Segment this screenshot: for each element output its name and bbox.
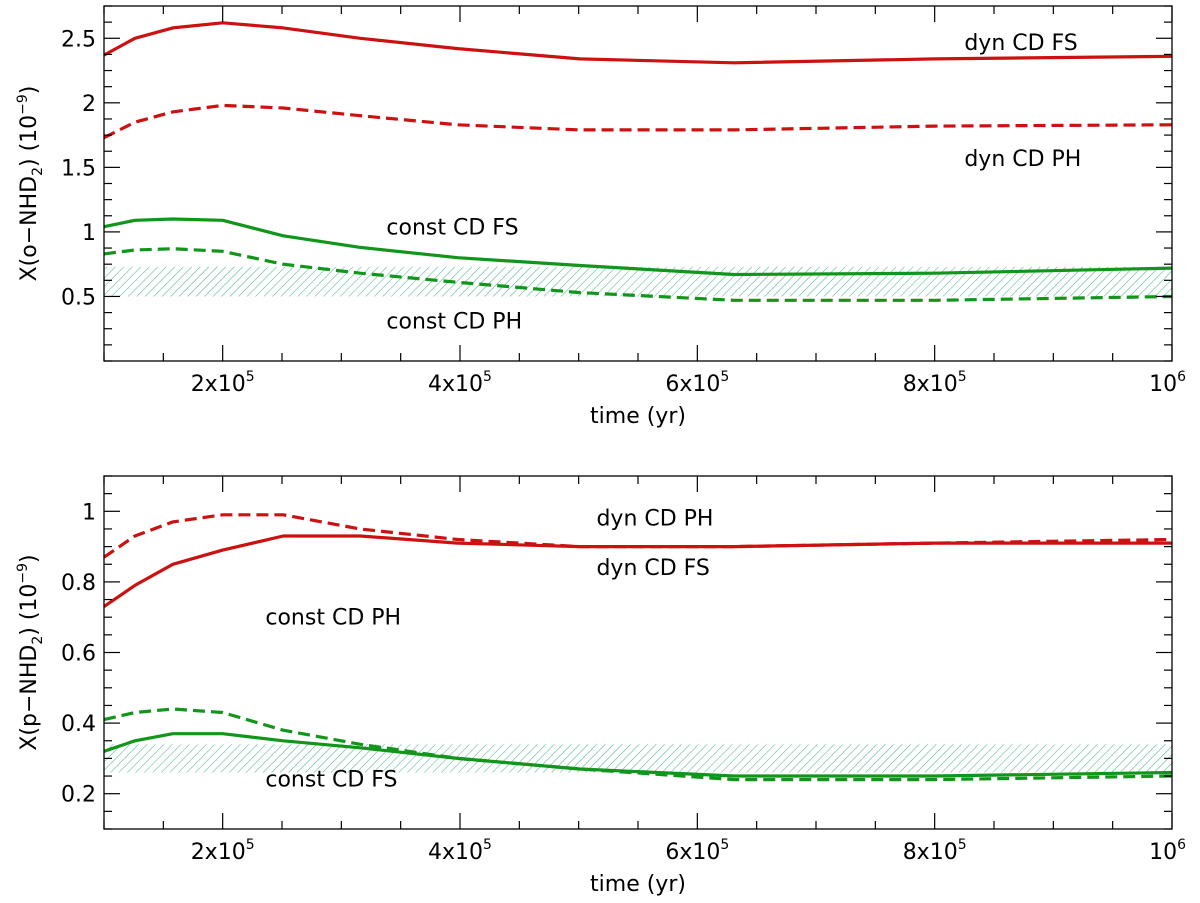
- ylabel-mid: ) (10: [17, 115, 42, 167]
- y-tick-labels: 0.2 0.4 0.6 0.8 1: [61, 500, 96, 807]
- annotation-const-cd-ph: const CD PH: [386, 310, 522, 335]
- curve-annotations: dyn CD FS dyn CD PH const CD FS const CD PH: [386, 31, 1081, 335]
- x-tick-label: 106: [1149, 837, 1186, 865]
- y-tick-label: 0.5: [61, 285, 96, 310]
- x-tick-label: 6x105: [665, 369, 729, 397]
- series-line-dyn-cd-fs: [103, 534, 1172, 608]
- y-tick-label: 1: [82, 221, 96, 246]
- series-line-const-cd-ph: [103, 707, 1173, 782]
- series-line-const-cd-fs: [103, 217, 1173, 277]
- ylabel-suffix: ): [17, 86, 42, 95]
- x-tick-label: 6x105: [665, 837, 729, 865]
- x-tick-labels: 2x105 4x105 6x105 8x105 106: [191, 369, 1186, 397]
- annotation-dyn-cd-ph: dyn CD PH: [596, 506, 713, 531]
- y-tick-labels: 0.5 1 1.5 2 2.5: [61, 27, 96, 310]
- y-tick-label: 0.2: [61, 783, 96, 808]
- axis-ticks: [103, 475, 1173, 830]
- series-line-const-cd-fs: [103, 732, 1173, 778]
- x-tick-labels: 2x105 4x105 6x105 8x105 106: [191, 837, 1186, 865]
- y-tick-label: 2.5: [61, 27, 96, 52]
- axis-ticks: [103, 5, 1173, 362]
- curve-annotations: dyn CD PH dyn CD FS const CD PH const CD FS: [265, 506, 713, 792]
- annotation-dyn-cd-fs: dyn CD FS: [964, 31, 1077, 56]
- y-tick-label: 1: [82, 500, 96, 525]
- y-tick-label: 0.8: [61, 571, 96, 596]
- ylabel-suffix: ): [17, 554, 42, 563]
- x-tick-label: 2x105: [191, 837, 255, 865]
- series-group: [103, 21, 1173, 302]
- x-tick-label: 4x105: [428, 837, 492, 865]
- annotation-const-cd-ph: const CD PH: [265, 605, 401, 630]
- x-axis-label: time (yr): [590, 404, 686, 429]
- chart-p-nhd2: 0.2 0.4 0.6 0.8 1 2x105 4x105 6x105 8x105 106 dy…: [15, 475, 1186, 897]
- x-tick-label: 4x105: [428, 369, 492, 397]
- x-tick-label: 106: [1149, 369, 1186, 397]
- ylabel-prefix: X(p−NHD: [17, 645, 42, 751]
- ylabel-prefix: X(o−NHD: [17, 176, 42, 282]
- annotation-const-cd-fs: const CD FS: [386, 215, 518, 240]
- ylabel-superscript: −9: [15, 94, 31, 115]
- series-group: [103, 513, 1173, 782]
- ylabel-mid: ) (10: [17, 584, 42, 636]
- series-line-dyn-cd-ph: [103, 103, 1173, 140]
- y-tick-label: 1.5: [61, 156, 96, 181]
- y-axis-label: X(p−NHD2) (10−9): [15, 554, 46, 750]
- ylabel-subscript: 2: [30, 636, 46, 645]
- x-tick-label: 8x105: [903, 369, 967, 397]
- observed-range-band: [104, 744, 1172, 773]
- x-tick-label: 8x105: [903, 837, 967, 865]
- ylabel-subscript: 2: [30, 167, 46, 176]
- y-tick-label: 0.4: [61, 712, 96, 737]
- y-tick-label: 2: [82, 92, 96, 117]
- annotation-dyn-cd-ph: dyn CD PH: [964, 147, 1081, 172]
- chart-o-nhd2: 0.5 1 1.5 2 2.5 2x105 4x105 6x105 8x105 106 dyn …: [15, 5, 1186, 429]
- annotation-dyn-cd-fs: dyn CD FS: [596, 556, 709, 581]
- x-tick-label: 2x105: [191, 369, 255, 397]
- annotation-const-cd-fs: const CD FS: [265, 768, 397, 793]
- series-line-dyn-cd-fs: [103, 21, 1173, 65]
- x-axis-label: time (yr): [590, 872, 686, 897]
- y-tick-label: 0.6: [61, 642, 96, 667]
- series-line-const-cd-ph: [103, 247, 1173, 302]
- y-axis-label: X(o−NHD2) (10−9): [15, 86, 46, 282]
- ylabel-superscript: −9: [15, 563, 31, 584]
